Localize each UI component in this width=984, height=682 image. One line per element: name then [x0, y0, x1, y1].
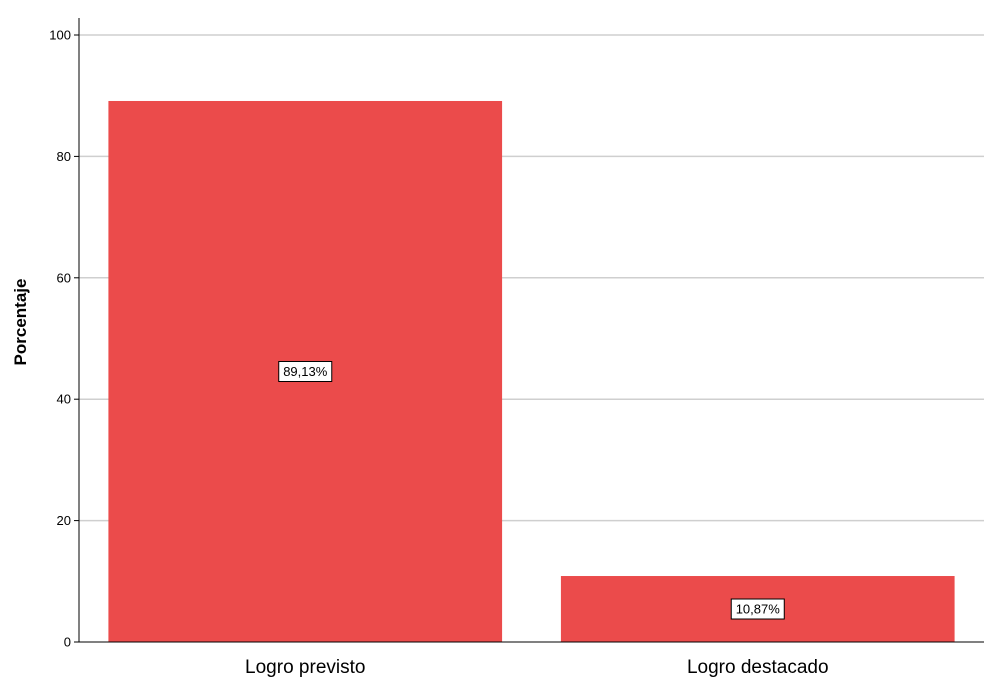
y-tick-label: 40: [57, 392, 71, 407]
x-category-label: Logro destacado: [687, 657, 829, 678]
y-tick-label: 20: [57, 513, 71, 528]
y-axis-title: Porcentaje: [11, 279, 30, 366]
data-label-box: [730, 598, 785, 620]
bars: [108, 100, 955, 643]
axes: [78, 18, 984, 643]
y-tick-label: 100: [49, 28, 71, 43]
x-category-label: Logro previsto: [245, 657, 365, 678]
y-tick-label: 80: [57, 149, 71, 164]
y-tick-label: 60: [57, 270, 71, 285]
data-label: 89,13%: [283, 364, 328, 379]
y-tick-label: 0: [64, 635, 71, 650]
x-category-labels: Logro previsto Logro destacado: [245, 657, 828, 678]
data-label-box: [278, 360, 333, 382]
data-label: 10,87%: [736, 602, 781, 617]
data-labels: 89,13% 10,87%: [278, 360, 785, 620]
y-ticks: 0 20 40 60 80 100: [49, 28, 79, 650]
